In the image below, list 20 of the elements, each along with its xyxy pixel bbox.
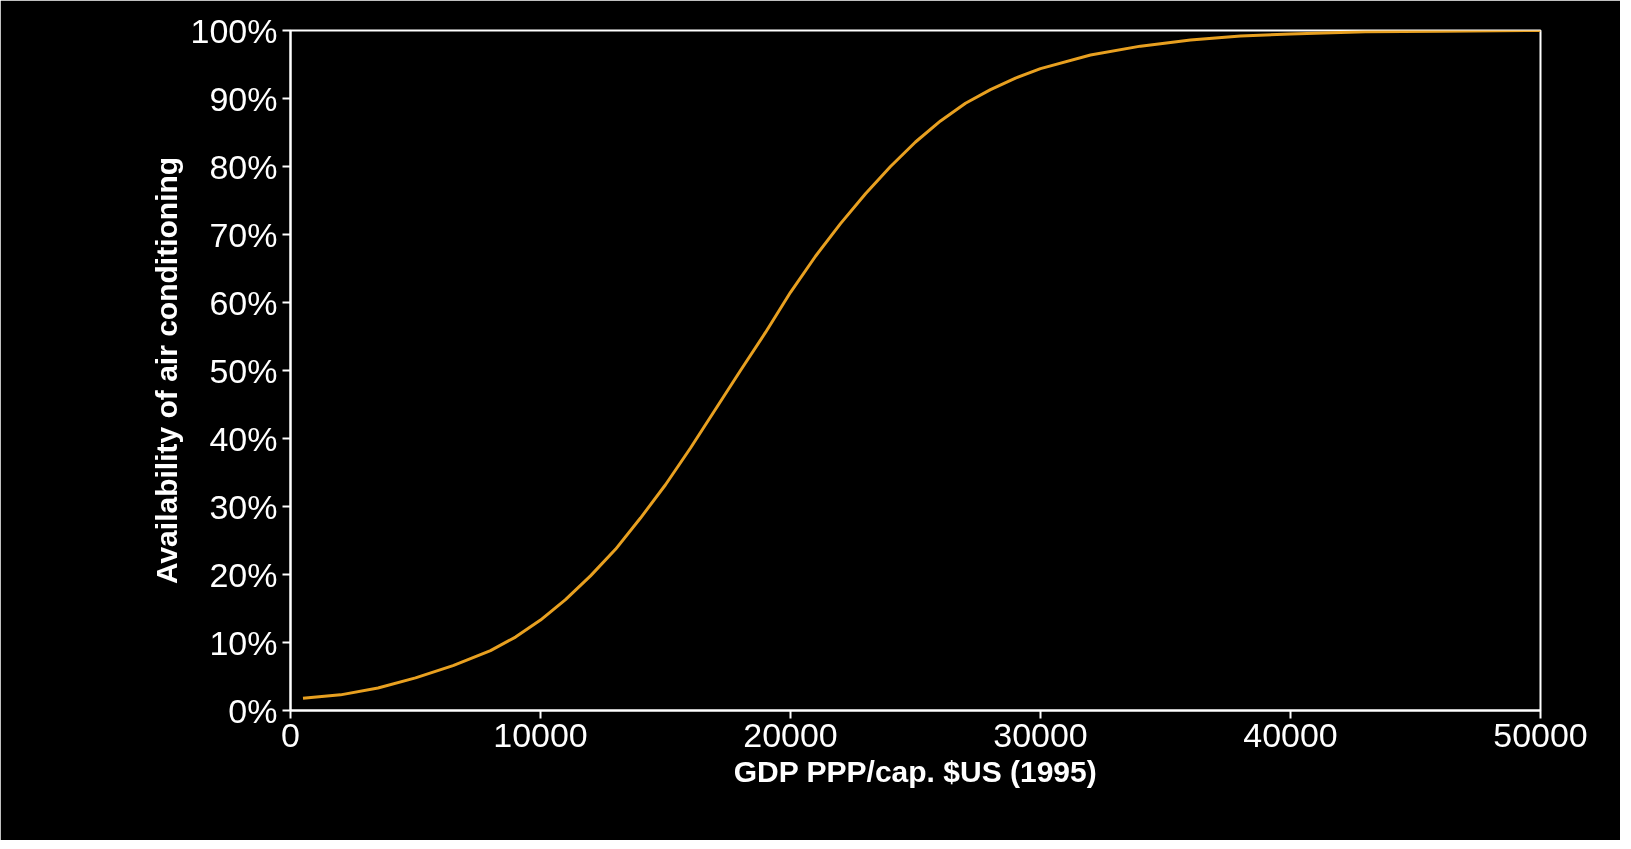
y-tick-label: 100% bbox=[190, 11, 278, 50]
line-series bbox=[301, 30, 1541, 700]
x-tick-label: 30000 bbox=[993, 715, 1088, 754]
y-tick-label: 0% bbox=[228, 691, 278, 730]
y-tick-label: 90% bbox=[209, 79, 278, 118]
y-tick-label: 20% bbox=[209, 555, 278, 594]
x-tick-label: 20000 bbox=[743, 715, 838, 754]
y-tick-label: 60% bbox=[209, 283, 278, 322]
y-tick-label: 50% bbox=[209, 351, 278, 390]
x-tick-label: 50000 bbox=[1493, 715, 1588, 754]
x-tick-label: 40000 bbox=[1243, 715, 1338, 754]
y-axis-title: Availability of air conditioning bbox=[149, 156, 183, 585]
y-tick-label: 10% bbox=[209, 623, 278, 662]
y-tick-label: 30% bbox=[209, 487, 278, 526]
y-tick-label: 80% bbox=[209, 147, 278, 186]
x-tick-label: 0 bbox=[281, 715, 300, 754]
x-tick-label: 10000 bbox=[493, 715, 588, 754]
y-tick-label: 70% bbox=[209, 215, 278, 254]
x-axis-title: GDP PPP/cap. $US (1995) bbox=[733, 754, 1097, 788]
y-tick-label: 40% bbox=[209, 419, 278, 458]
